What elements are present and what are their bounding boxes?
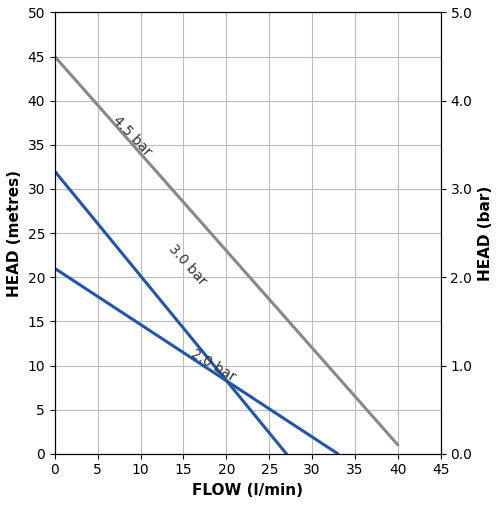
Y-axis label: HEAD (metres): HEAD (metres)	[7, 170, 22, 296]
Text: 3.0 bar: 3.0 bar	[166, 242, 209, 288]
X-axis label: FLOW (l/min): FLOW (l/min)	[192, 483, 304, 498]
Y-axis label: HEAD (bar): HEAD (bar)	[478, 185, 493, 281]
Text: 4.5 bar: 4.5 bar	[110, 114, 154, 159]
Text: 2.0 bar: 2.0 bar	[188, 346, 238, 384]
